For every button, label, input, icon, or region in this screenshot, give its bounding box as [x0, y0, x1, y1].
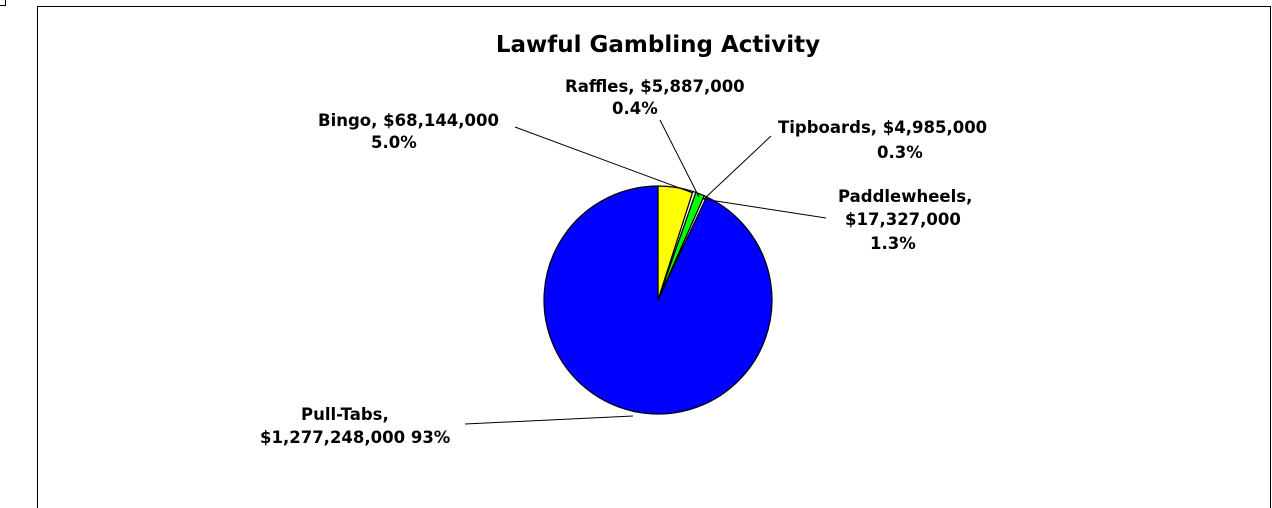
leader-line-tipboards	[703, 135, 772, 200]
label-raffles-name: Raffles, $5,887,000	[565, 77, 745, 96]
label-raffles-percent: 0.4%	[612, 99, 658, 118]
corner-mark	[0, 0, 6, 6]
leader-line-paddlewheels	[702, 198, 827, 219]
chart-border	[37, 6, 1271, 508]
chart-title: Lawful Gambling Activity	[496, 32, 820, 58]
label-paddlewheels-value: $17,327,000	[845, 210, 961, 229]
label-paddlewheels-name: Paddlewheels,	[838, 187, 972, 206]
label-paddlewheels-percent: 1.3%	[870, 234, 916, 253]
label-bingo-percent: 5.0%	[371, 133, 417, 152]
pie-slice-pull-tabs	[543, 185, 773, 415]
label-tipboards-percent: 0.3%	[877, 143, 923, 162]
label-tipboards-name: Tipboards, $4,985,000	[778, 118, 987, 137]
leader-line-bingo	[514, 126, 694, 194]
label-pulltabs-value: $1,277,248,000 93%	[260, 428, 451, 447]
pie-slices	[543, 185, 773, 415]
leader-line-raffles	[659, 119, 700, 198]
label-bingo-name: Bingo, $68,144,000	[318, 111, 499, 130]
leader-line-pulltabs	[464, 415, 634, 425]
label-pulltabs-name: Pull-Tabs,	[301, 405, 389, 424]
leader-lines	[464, 119, 827, 425]
